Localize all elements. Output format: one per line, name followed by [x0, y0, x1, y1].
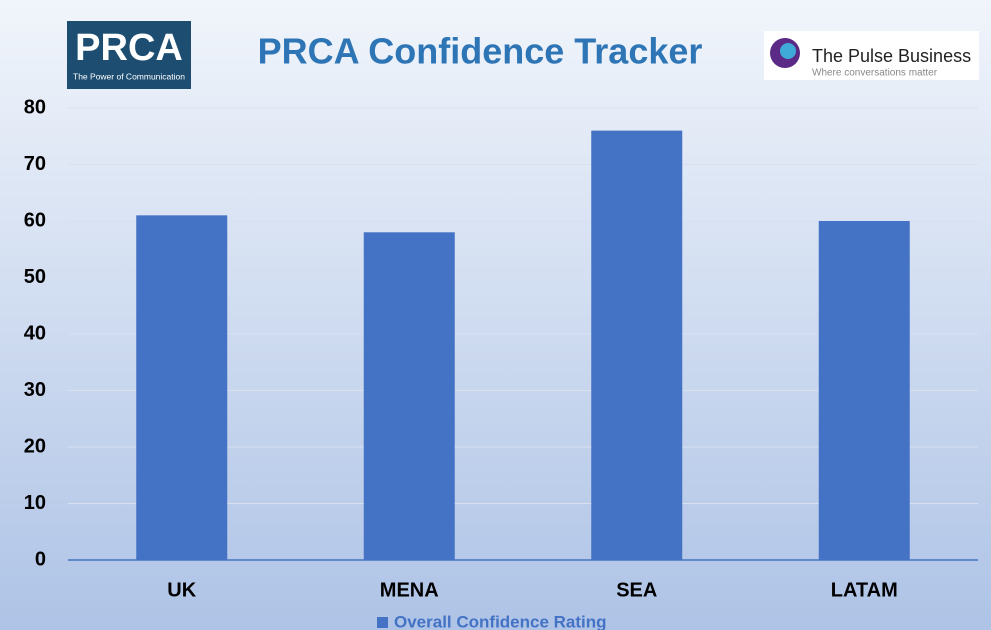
bar [363, 232, 455, 561]
y-tick-label: 60 [24, 209, 46, 231]
legend-label: Overall Confidence Rating [394, 612, 607, 630]
chart-title: PRCA Confidence Tracker [258, 31, 703, 72]
prca-logo-tagline: The Power of Communication [73, 71, 185, 81]
legend-swatch [377, 617, 388, 628]
y-tick-label: 20 [24, 435, 46, 457]
bar [136, 215, 228, 560]
y-tick-label: 70 [24, 153, 46, 175]
pulse-logo [764, 31, 979, 80]
pulse-logo-name: The Pulse Business [812, 46, 971, 66]
x-tick-label: SEA [616, 579, 657, 601]
y-tick-label: 40 [24, 322, 46, 344]
pulse-logo-tagline: Where conversations matter [812, 68, 938, 79]
bar [591, 130, 683, 560]
prca-logo [67, 21, 191, 89]
y-tick-label: 0 [35, 548, 46, 570]
x-tick-label: LATAM [831, 579, 898, 601]
x-tick-label: UK [167, 579, 196, 601]
y-tick-label: 50 [24, 266, 46, 288]
y-tick-label: 10 [24, 492, 46, 514]
prca-logo-name: PRCA [75, 27, 183, 69]
x-tick-label: MENA [380, 579, 439, 601]
y-tick-label: 80 [24, 96, 46, 118]
bar [818, 221, 910, 560]
y-tick-label: 30 [24, 379, 46, 401]
pulse-logo-icon-inner [780, 43, 796, 59]
